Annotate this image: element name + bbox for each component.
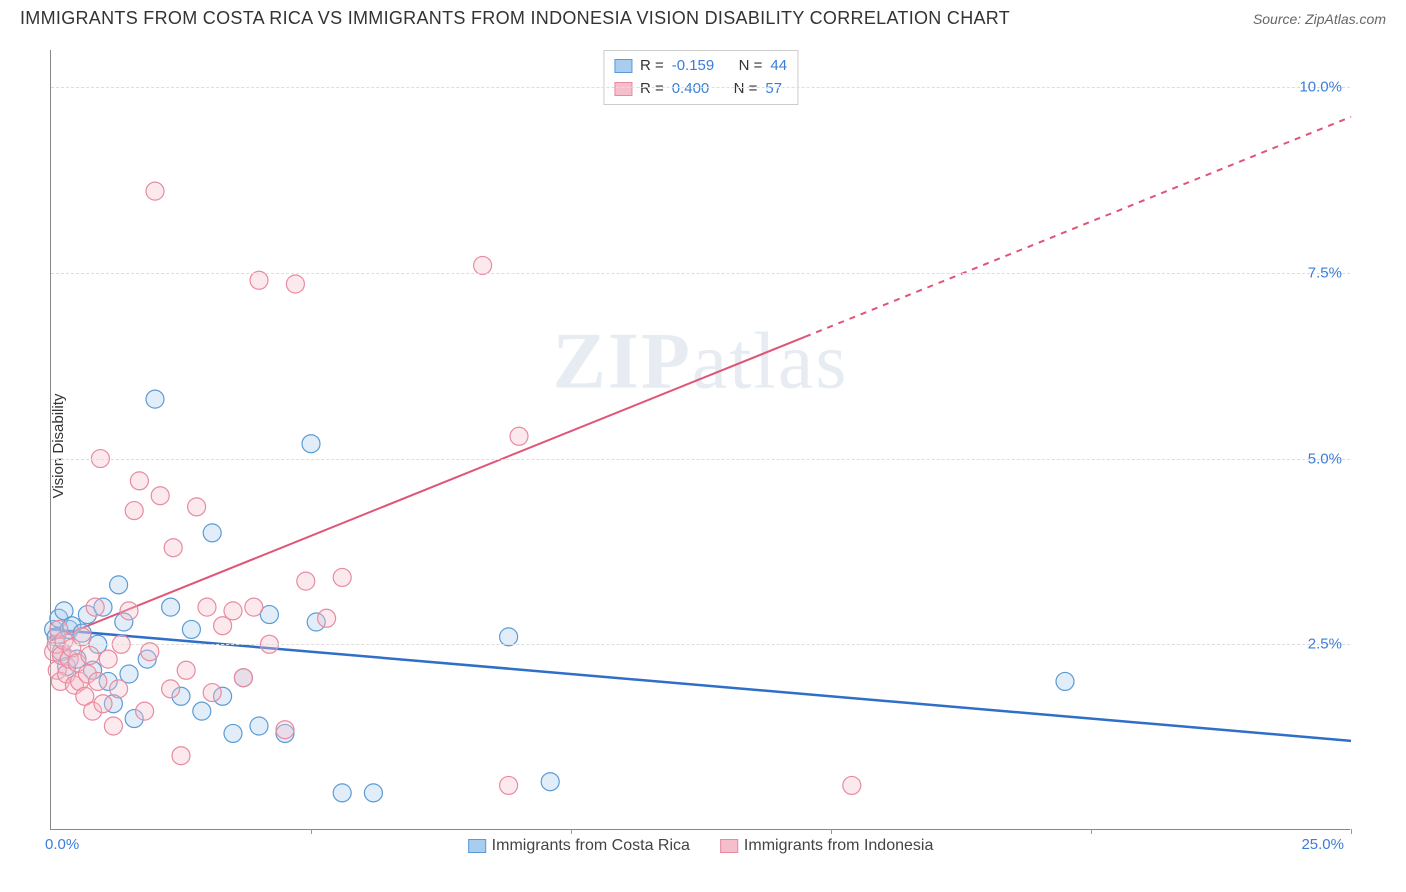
x-origin-label: 0.0% xyxy=(45,836,79,853)
plot-area: ZIPatlas R = -0.159 N = 44 R = 0.400 N =… xyxy=(50,50,1350,830)
header: IMMIGRANTS FROM COSTA RICA VS IMMIGRANTS… xyxy=(0,0,1406,37)
legend-stats: R = -0.159 N = 44 R = 0.400 N = 57 xyxy=(603,50,798,105)
chart-title: IMMIGRANTS FROM COSTA RICA VS IMMIGRANTS… xyxy=(20,8,1010,29)
x-tick xyxy=(831,829,832,834)
legend-swatch-1 xyxy=(614,82,632,96)
gridline-h xyxy=(51,644,1350,645)
x-tick xyxy=(311,829,312,834)
gridline-h xyxy=(51,87,1350,88)
x-tick xyxy=(571,829,572,834)
legend-swatch-0 xyxy=(614,59,632,73)
y-tick-label: 2.5% xyxy=(1308,636,1342,653)
gridline-h xyxy=(51,459,1350,460)
legend-bottom-swatch-1 xyxy=(720,839,738,853)
y-tick-label: 5.0% xyxy=(1308,450,1342,467)
legend-stats-row-0: R = -0.159 N = 44 xyxy=(614,55,787,78)
x-max-label: 25.0% xyxy=(1301,836,1344,853)
legend-bottom-label-1: Immigrants from Indonesia xyxy=(744,837,933,855)
legend-series: Immigrants from Costa Rica Immigrants fr… xyxy=(468,837,934,855)
source-label: Source: ZipAtlas.com xyxy=(1253,11,1386,27)
y-tick-label: 7.5% xyxy=(1308,264,1342,281)
legend-bottom-swatch-0 xyxy=(468,839,486,853)
gridline-h xyxy=(51,273,1350,274)
x-tick xyxy=(1351,829,1352,834)
legend-item-0: Immigrants from Costa Rica xyxy=(468,837,690,855)
n-value-1: 57 xyxy=(765,78,782,101)
r-value-0: -0.159 xyxy=(672,55,715,78)
y-tick-label: 10.0% xyxy=(1299,79,1342,96)
chart-svg xyxy=(51,50,1350,829)
legend-stats-row-1: R = 0.400 N = 57 xyxy=(614,78,787,101)
x-tick xyxy=(1091,829,1092,834)
legend-item-1: Immigrants from Indonesia xyxy=(720,837,933,855)
r-value-1: 0.400 xyxy=(672,78,710,101)
n-value-0: 44 xyxy=(770,55,787,78)
legend-bottom-label-0: Immigrants from Costa Rica xyxy=(492,837,690,855)
